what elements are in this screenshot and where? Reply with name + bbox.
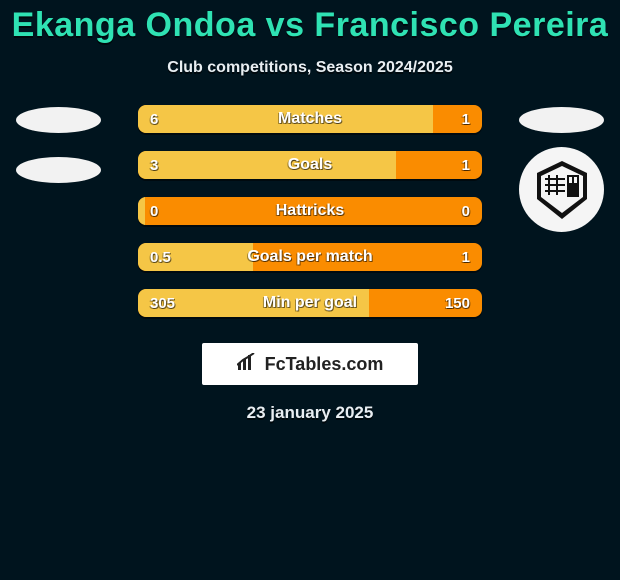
brand-badge[interactable]: FcTables.com (202, 343, 418, 385)
subtitle: Club competitions, Season 2024/2025 (0, 59, 620, 77)
metric-rows: 6 Matches 1 3 Goals 1 (0, 105, 620, 335)
bar-goals: 3 Goals 1 (138, 151, 482, 179)
player-left-badge (16, 107, 101, 133)
metric-label: Min per goal (138, 289, 482, 317)
bar-gpm: 0.5 Goals per match 1 (138, 243, 482, 271)
value-right: 1 (462, 105, 470, 133)
value-right: 150 (445, 289, 470, 317)
player-left-badge (16, 157, 101, 183)
metric-label: Hattricks (138, 197, 482, 225)
bar-matches: 6 Matches 1 (138, 105, 482, 133)
metric-label: Goals per match (138, 243, 482, 271)
row-goals: 3 Goals 1 (0, 151, 620, 197)
row-gpm: 0.5 Goals per match 1 (0, 243, 620, 289)
page-title: Ekanga Ondoa vs Francisco Pereira (0, 6, 620, 45)
bar-hattricks: 0 Hattricks 0 (138, 197, 482, 225)
row-matches: 6 Matches 1 (0, 105, 620, 151)
metric-label: Matches (138, 105, 482, 133)
bars-icon (237, 353, 259, 376)
ellipse-icon (16, 157, 101, 183)
date-label: 23 january 2025 (0, 403, 620, 423)
row-mpg: 305 Min per goal 150 (0, 289, 620, 335)
value-right: 1 (462, 151, 470, 179)
ellipse-icon (519, 107, 604, 133)
bar-mpg: 305 Min per goal 150 (138, 289, 482, 317)
value-right: 1 (462, 243, 470, 271)
player-right-badge (519, 107, 604, 133)
comparison-card: Ekanga Ondoa vs Francisco Pereira Club c… (0, 0, 620, 580)
row-hattricks: 0 Hattricks 0 (0, 197, 620, 243)
value-right: 0 (462, 197, 470, 225)
metric-label: Goals (138, 151, 482, 179)
ellipse-icon (16, 107, 101, 133)
brand-label: FcTables.com (265, 354, 384, 375)
